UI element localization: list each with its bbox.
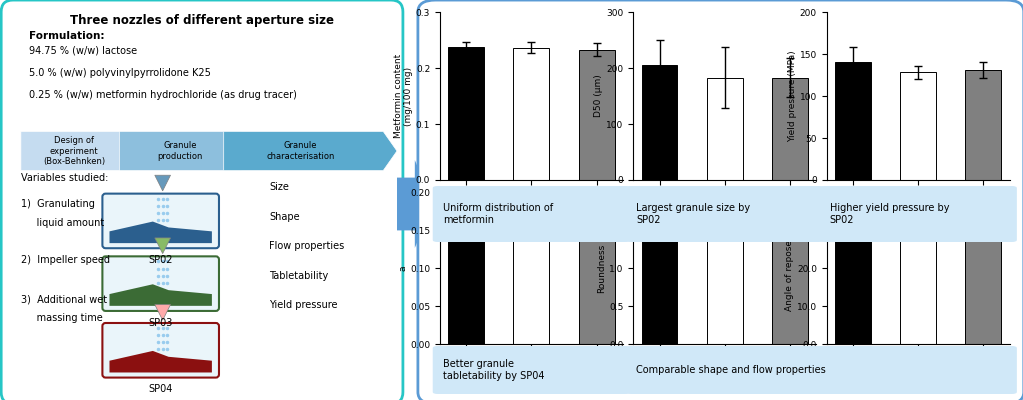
Polygon shape	[109, 222, 212, 243]
Y-axis label: D50 (μm): D50 (μm)	[594, 75, 604, 117]
Text: 2)  Impeller speed: 2) Impeller speed	[20, 255, 109, 265]
Text: SP04: SP04	[148, 384, 173, 394]
Bar	[835, 62, 871, 180]
FancyBboxPatch shape	[417, 0, 1023, 400]
FancyBboxPatch shape	[433, 346, 630, 394]
Text: Granule
production: Granule production	[158, 141, 204, 161]
Text: 1)  Granulating: 1) Granulating	[20, 199, 95, 209]
Bar	[641, 233, 677, 344]
FancyBboxPatch shape	[433, 186, 630, 242]
Text: Three nozzles of different aperture size: Three nozzles of different aperture size	[70, 14, 335, 27]
Bar	[514, 48, 549, 180]
Polygon shape	[120, 131, 255, 170]
Bar	[835, 217, 871, 344]
Bar	[514, 227, 549, 344]
Text: Granule
characterisation: Granule characterisation	[266, 141, 335, 161]
Bar	[448, 232, 484, 344]
Text: 94.75 % (w/w) lactose: 94.75 % (w/w) lactose	[29, 45, 137, 55]
Polygon shape	[154, 238, 171, 254]
Polygon shape	[397, 160, 433, 248]
Text: Higher yield pressure by
SP02: Higher yield pressure by SP02	[830, 203, 949, 225]
Text: Tabletability: Tabletability	[269, 270, 328, 280]
Text: liquid amount: liquid amount	[20, 218, 104, 228]
Polygon shape	[109, 351, 212, 372]
Polygon shape	[154, 175, 171, 191]
Bar	[579, 221, 615, 344]
Polygon shape	[224, 131, 397, 170]
Text: 3)  Additional wet: 3) Additional wet	[20, 294, 107, 304]
Text: Size: Size	[269, 182, 288, 192]
Text: Comparable shape and flow properties: Comparable shape and flow properties	[636, 365, 826, 375]
Bar	[772, 233, 808, 344]
Polygon shape	[109, 284, 212, 306]
Bar	[707, 232, 743, 344]
Text: Largest granule size by
SP02: Largest granule size by SP02	[636, 203, 751, 225]
Text: SP03: SP03	[148, 318, 173, 328]
FancyBboxPatch shape	[626, 346, 1017, 394]
Bar	[772, 78, 808, 180]
FancyBboxPatch shape	[1, 0, 403, 400]
Text: Variables studied:: Variables studied:	[20, 172, 108, 182]
Y-axis label: a: a	[398, 265, 407, 271]
Y-axis label: Roundness: Roundness	[597, 243, 607, 293]
Text: Yield pressure: Yield pressure	[269, 300, 338, 310]
Bar	[900, 216, 936, 344]
Text: Better granule
tabletability by SP04: Better granule tabletability by SP04	[443, 359, 544, 381]
FancyBboxPatch shape	[102, 323, 219, 378]
Bar	[641, 65, 677, 180]
Bar	[966, 209, 1002, 344]
Bar	[900, 72, 936, 180]
FancyBboxPatch shape	[102, 194, 219, 248]
Text: 0.25 % (w/w) metformin hydrochloride (as drug tracer): 0.25 % (w/w) metformin hydrochloride (as…	[29, 90, 297, 100]
Bar	[579, 50, 615, 180]
Polygon shape	[20, 131, 150, 170]
Text: massing time: massing time	[20, 312, 102, 322]
FancyBboxPatch shape	[819, 186, 1017, 242]
FancyBboxPatch shape	[626, 186, 824, 242]
Text: SP02: SP02	[148, 255, 173, 265]
Text: Uniform distribution of
metformin: Uniform distribution of metformin	[443, 203, 553, 225]
Polygon shape	[154, 304, 171, 320]
Text: 5.0 % (w/w) polyvinylpyrrolidone K25: 5.0 % (w/w) polyvinylpyrrolidone K25	[29, 68, 211, 78]
Y-axis label: Yield pressure (MPa): Yield pressure (MPa)	[788, 50, 797, 142]
Bar	[707, 78, 743, 180]
Bar	[448, 47, 484, 180]
Text: Formulation:: Formulation:	[29, 32, 104, 42]
Text: Design of
experiment
(Box-Behnken): Design of experiment (Box-Behnken)	[43, 136, 105, 166]
Y-axis label: Metformin content
(mg/100 mg): Metformin content (mg/100 mg)	[394, 54, 413, 138]
Y-axis label: Angle of repose (°): Angle of repose (°)	[785, 225, 794, 311]
Text: Flow properties: Flow properties	[269, 241, 345, 251]
Bar	[966, 70, 1002, 180]
FancyBboxPatch shape	[102, 256, 219, 311]
Text: Shape: Shape	[269, 212, 300, 222]
